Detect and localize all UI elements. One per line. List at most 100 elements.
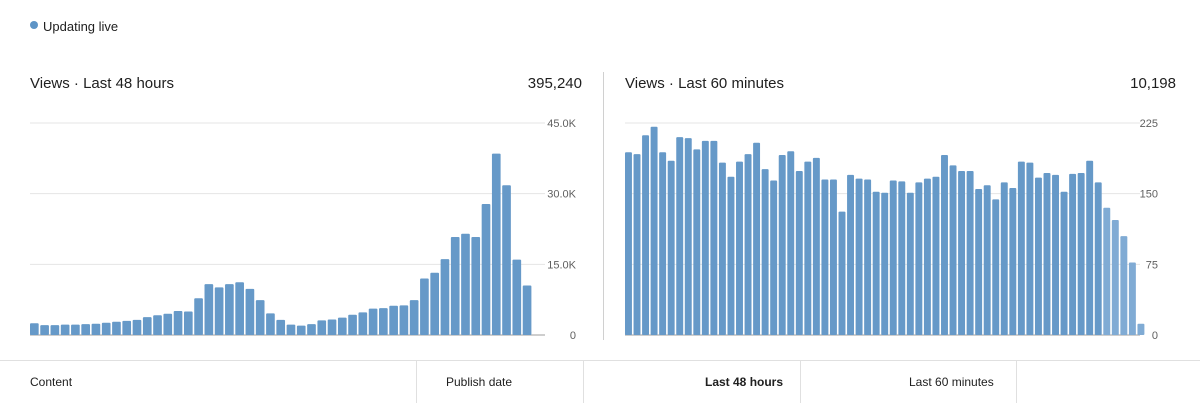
bar-h48-44[interactable] [481,204,491,335]
bar-m60-27[interactable] [855,178,863,335]
bar-h48-21[interactable] [245,288,255,335]
bar-h48-31[interactable] [348,314,357,335]
bar-h48-3[interactable] [60,324,70,335]
bar-m60-48[interactable] [1034,177,1042,335]
bar-h48-37[interactable] [409,300,419,335]
bar-m60-4[interactable] [659,152,667,335]
bar-h48-30[interactable] [337,317,347,335]
bar-h48-5[interactable] [81,324,90,335]
bar-m60-26[interactable] [847,174,855,335]
bar-m60-47[interactable] [1026,162,1034,335]
bar-m60-52[interactable] [1069,173,1077,335]
bar-m60-15[interactable] [753,142,761,335]
bar-m60-56[interactable] [1103,207,1111,335]
bar-m60-12[interactable] [727,176,735,335]
bar-h48-20[interactable] [235,282,244,335]
bar-m60-33[interactable] [906,192,914,335]
bar-h48-22[interactable] [255,300,265,335]
bar-m60-55[interactable] [1094,182,1102,335]
bar-m60-38[interactable] [949,165,957,335]
bar-h48-9[interactable] [122,320,132,335]
bar-m60-13[interactable] [736,161,743,335]
bar-m60-42[interactable] [983,185,991,335]
bar-m60-2[interactable] [642,135,650,335]
bar-m60-30[interactable] [881,192,889,335]
bar-m60-24[interactable] [829,179,837,335]
bar-h48-42[interactable] [461,233,470,335]
bar-h48-6[interactable] [91,323,101,335]
bar-m60-35[interactable] [923,178,931,335]
bar-h48-0[interactable] [30,323,39,335]
bar-h48-18[interactable] [214,287,224,335]
bar-h48-24[interactable] [276,319,286,335]
bar-m60-25[interactable] [838,211,846,335]
bar-m60-5[interactable] [667,160,675,335]
bar-m60-58[interactable] [1120,236,1128,335]
bar-m60-22[interactable] [812,157,820,335]
column-header-last-48-hours[interactable]: Last 48 hours [705,375,784,389]
bar-m60-14[interactable] [744,154,752,335]
bar-h48-8[interactable] [112,321,121,335]
views-60m-chart[interactable]: 0 75 150 225 [0,0,1200,360]
bar-m60-17[interactable] [770,180,778,335]
bar-m60-0[interactable] [625,152,632,335]
bar-h48-10[interactable] [132,319,142,335]
bar-m60-50[interactable] [1052,174,1059,335]
bar-h48-47[interactable] [512,259,522,335]
bar-m60-16[interactable] [761,169,769,335]
bar-h48-28[interactable] [317,320,327,335]
bar-h48-45[interactable] [491,153,501,335]
bar-h48-2[interactable] [50,325,60,335]
bar-h48-46[interactable] [502,185,511,335]
bar-m60-39[interactable] [958,171,966,335]
bar-m60-40[interactable] [966,171,974,335]
bar-h48-40[interactable] [440,259,450,335]
bar-m60-18[interactable] [778,155,786,335]
bar-h48-34[interactable] [379,308,388,335]
bar-m60-49[interactable] [1043,172,1051,335]
bar-h48-36[interactable] [399,305,409,335]
bar-h48-26[interactable] [296,325,306,335]
column-header-last-60-minutes[interactable]: Last 60 minutes [909,375,994,389]
bar-h48-29[interactable] [327,319,337,335]
bar-h48-19[interactable] [225,284,234,335]
bar-m60-37[interactable] [941,155,948,335]
bar-m60-54[interactable] [1086,160,1094,335]
bar-m60-41[interactable] [975,188,983,335]
column-header-publish-date[interactable]: Publish date [446,375,513,389]
bar-m60-8[interactable] [693,149,701,335]
bar-h48-39[interactable] [430,272,440,335]
bar-m60-10[interactable] [710,140,718,335]
views-48h-chart[interactable]: 0 15.0K 30.0K 45.0K [0,0,600,360]
bar-m60-57[interactable] [1111,220,1119,335]
bar-h48-15[interactable] [183,311,193,335]
bar-m60-31[interactable] [889,180,897,335]
bar-h48-11[interactable] [142,317,152,335]
bar-m60-1[interactable] [633,154,641,335]
bar-m60-23[interactable] [821,179,829,335]
bar-m60-32[interactable] [898,181,906,335]
bar-h48-17[interactable] [204,284,214,335]
bar-h48-43[interactable] [471,237,481,335]
bar-m60-59[interactable] [1128,262,1136,335]
bar-m60-9[interactable] [701,140,709,335]
bar-m60-20[interactable] [795,171,803,335]
bar-m60-6[interactable] [676,137,684,335]
bar-m60-51[interactable] [1060,191,1068,335]
bar-m60-21[interactable] [804,161,812,335]
bar-m60-53[interactable] [1077,172,1085,335]
bar-h48-12[interactable] [153,315,162,335]
bar-m60-60[interactable] [1137,323,1145,335]
bar-h48-13[interactable] [163,313,173,335]
column-header-content[interactable]: Content [30,375,73,389]
bar-m60-46[interactable] [1017,161,1025,335]
bar-h48-41[interactable] [450,237,460,335]
bar-m60-34[interactable] [915,182,923,335]
bar-h48-38[interactable] [420,278,429,335]
bar-h48-25[interactable] [286,324,296,335]
bar-m60-28[interactable] [864,179,872,335]
bar-h48-23[interactable] [266,313,275,335]
bar-m60-45[interactable] [1009,188,1017,335]
bar-m60-43[interactable] [992,199,1000,335]
bar-m60-29[interactable] [872,191,880,335]
